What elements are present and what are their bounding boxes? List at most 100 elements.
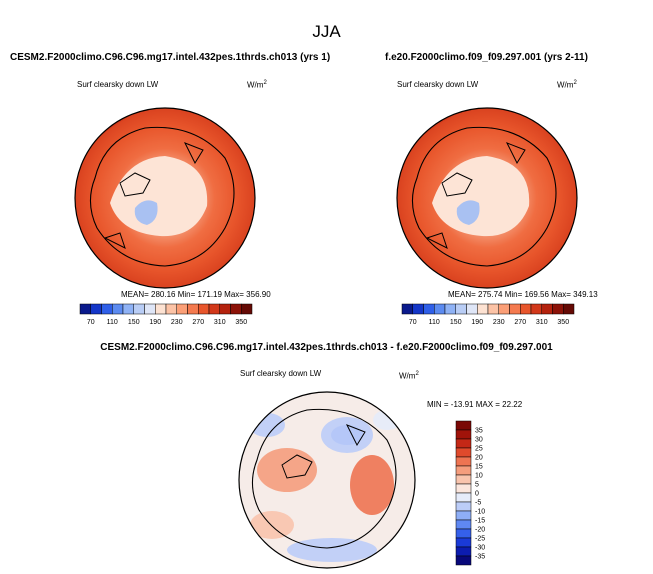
panel-2-colorbar-box: [434, 303, 446, 315]
diff-colorbar-tick-label: 5: [475, 482, 479, 489]
panel-1-colorbar-tick-label: 150: [128, 319, 140, 326]
diff-colorbar-box: [455, 465, 472, 476]
panel-1-colorbar-box: [208, 303, 220, 315]
panel-2-units: W/m2: [557, 80, 577, 90]
diff-units-text: W/m: [399, 371, 416, 381]
panel-1-colorbar-box: [90, 303, 102, 315]
panel-2-colorbar: 70 110 150 190 230 270 310 350: [401, 303, 575, 326]
panel-2-colorbar-box: [541, 303, 553, 315]
diff-variable-label: Surf clearsky down LW: [240, 369, 322, 378]
panel-1-map: [74, 107, 256, 289]
diff-blob-pos-1: [257, 448, 317, 492]
panel-1-colorbar-box: [144, 303, 156, 315]
panel-2-colorbar-box: [455, 303, 467, 315]
diff-colorbar-tick-label: 0: [475, 491, 479, 498]
diff-blob-neg-3: [287, 538, 377, 562]
diff-colorbar-tick-label: -25: [475, 536, 485, 543]
diff-colorbar-tick-label: 35: [475, 428, 483, 435]
panel-1-colorbar-tick-label: 230: [171, 319, 183, 326]
panel-1-colorbar-box: [133, 303, 145, 315]
panel-1-colorbar-tick-label: 110: [107, 319, 118, 326]
panel-2-colorbar-tick-label: 270: [514, 319, 526, 326]
diff-units: W/m2: [399, 371, 419, 381]
panel-1-colorbar: 70 110 150 190 230 270 310 350: [79, 303, 253, 326]
panel-1-units: W/m2: [247, 80, 267, 90]
diff-units-sup: 2: [415, 371, 419, 377]
panel-1-map-islands: [103, 142, 204, 249]
panel-2-colorbar-box: [552, 303, 564, 315]
diff-blob-neg-4: [249, 413, 285, 437]
panel-2-colorbar-box: [487, 303, 499, 315]
panel-2-map: [396, 107, 578, 289]
diff-colorbar-box: [455, 537, 472, 548]
panel-2-map-coastline: [411, 126, 557, 267]
panel-2-colorbar-box: [444, 303, 456, 315]
panel-1-colorbar-box: [198, 303, 210, 315]
diff-colorbar-tick-label: 20: [475, 455, 483, 462]
panel-2-colorbar-box: [498, 303, 510, 315]
panel-2-colorbar-box: [520, 303, 532, 315]
panel-2-colorbar-box: [530, 303, 542, 315]
diff-colorbar-box: [455, 546, 472, 557]
panel-1-colorbar-box: [187, 303, 199, 315]
panel-2-colorbar-tick-label: 110: [429, 319, 440, 326]
panel-2-colorbar-tick-label: 190: [471, 319, 483, 326]
diff-colorbar-tick-label: -30: [475, 545, 485, 552]
panel-2-colorbar-tick-label: 230: [493, 319, 505, 326]
diff-colorbar-tick-label: -10: [475, 509, 485, 516]
panel-1-colorbar-box: [165, 303, 177, 315]
diff-colorbar-box: [455, 429, 472, 440]
diff-colorbar-box: [455, 438, 472, 449]
panel-1-colorbar-tick-label: 310: [214, 319, 226, 326]
diff-blob-pos-3: [250, 511, 294, 539]
panel-1-stats: MEAN= 280.16 Min= 171.19 Max= 356.90: [121, 290, 271, 299]
panel-1-colorbar-box: [101, 303, 113, 315]
panel-2-colorbar-tick-label: 350: [557, 319, 569, 326]
panel-1-case-title: CESM2.F2000climo.C96.C96.mg17.intel.432p…: [10, 52, 331, 63]
panel-1-map-coastline: [89, 126, 235, 267]
panel-2-colorbar-box: [563, 303, 575, 315]
panel-2-colorbar-tick-label: 150: [450, 319, 462, 326]
diff-colorbar-tick-label: -15: [475, 518, 485, 525]
diff-case-title: CESM2.F2000climo.C96.C96.mg17.intel.432p…: [100, 342, 553, 353]
panel-1-colorbar-tick-label: 190: [149, 319, 161, 326]
diff-colorbar-tick-label: -35: [475, 554, 485, 561]
panel-2-map-outline: [396, 107, 578, 289]
diff-colorbar-tick-label: 15: [475, 464, 483, 471]
diff-colorbar-tick-label: 10: [475, 473, 483, 480]
panel-1-colorbar-box: [122, 303, 134, 315]
panel-1-colorbar-box: [79, 303, 91, 315]
panel-1-colorbar-box: [112, 303, 124, 315]
panel-1-colorbar-box: [230, 303, 242, 315]
diff-map: [238, 391, 416, 569]
panel-2-units-sup: 2: [573, 80, 577, 86]
panel-2-colorbar-box: [477, 303, 489, 315]
panel-1-colorbar-tick-label: 270: [192, 319, 204, 326]
panel-1-map-greenland-min: [134, 200, 158, 225]
panel-1-map-outline: [74, 107, 256, 289]
panel-2-colorbar-box: [509, 303, 521, 315]
panel-1-units-text: W/m: [247, 80, 264, 90]
diff-colorbar-box: [455, 474, 472, 485]
panel-2-colorbar-tick-label: 70: [409, 319, 417, 326]
panel-2-colorbar-tick-label: 310: [536, 319, 548, 326]
panel-2-colorbar-box: [412, 303, 424, 315]
panel-1-units-sup: 2: [263, 80, 267, 86]
diff-blob-pos-2: [350, 455, 394, 515]
panel-1-colorbar-tick-label: 350: [235, 319, 247, 326]
panel-2-colorbar-box: [466, 303, 478, 315]
panel-2-map-islands: [425, 142, 526, 249]
panel-2-stats: MEAN= 275.74 Min= 169.56 Max= 349.13: [448, 290, 598, 299]
panel-1-colorbar-tick-label: 70: [87, 319, 95, 326]
diff-islands: [281, 424, 366, 479]
panel-2-variable-label: Surf clearsky down LW: [397, 80, 479, 89]
panel-2-map-cold-core: [432, 156, 530, 237]
diff-colorbar-box: [455, 501, 472, 512]
panel-2-map-field: [397, 108, 577, 288]
diff-colorbar-tick-label: -5: [475, 500, 481, 507]
panel-1-variable-label: Surf clearsky down LW: [77, 80, 159, 89]
panel-2-colorbar-box: [423, 303, 435, 315]
diff-colorbar-box: [455, 483, 472, 494]
diff-colorbar-box: [455, 555, 472, 566]
